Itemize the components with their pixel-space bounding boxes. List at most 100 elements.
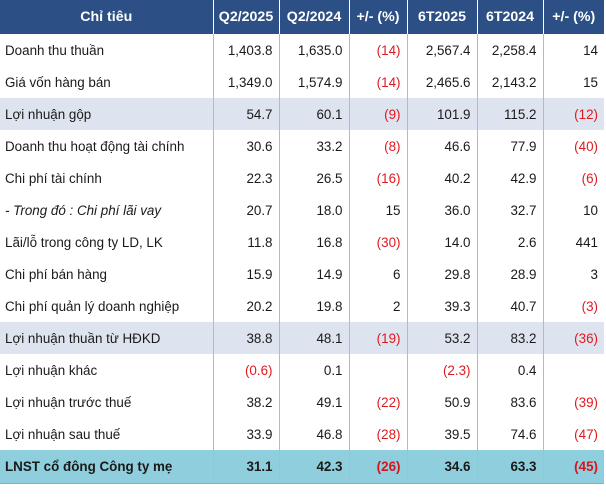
table-row: Chi phí quản lý doanh nghiệp 20.2 19.8 2 39.…: [0, 290, 604, 322]
cell-6t2025: 53.2: [407, 322, 478, 354]
table-row: Lãi/lỗ trong công ty LD, LK 11.8 16.8 (30) 1…: [0, 226, 604, 258]
cell-q-change-pct: 15: [349, 194, 408, 226]
row-label: Lợi nhuận gộp: [0, 98, 214, 130]
cell-6t2025: 46.6: [407, 130, 478, 162]
cell-6t2025: 39.5: [407, 418, 478, 450]
cell-q2-2025: 30.6: [213, 130, 280, 162]
header-q2-2025: Q2/2025: [213, 0, 280, 34]
cell-q2-2024: 49.1: [279, 386, 350, 418]
cell-6t-change-pct: (3): [581, 298, 598, 314]
row-label: Doanh thu hoạt động tài chính: [0, 130, 214, 162]
cell-6t2025: 40.2: [407, 162, 478, 194]
cell-q2-2024: 26.5: [279, 162, 350, 194]
cell-q-change-pct: [349, 354, 408, 386]
cell-q2-2025: 38.8: [213, 322, 280, 354]
cell-q2-2025: 20.7: [213, 194, 280, 226]
cell-6t2024: 77.9: [477, 130, 544, 162]
cell-q2-2024: 1,635.0: [279, 34, 350, 66]
cell-q-change-pct: 6: [349, 258, 408, 290]
cell-6t2025: 14.0: [407, 226, 478, 258]
cell-q2-2024: 42.3: [279, 450, 350, 483]
table-row: Chi phí tài chính 22.3 26.5 (16) 40.2 42.9 (6): [0, 162, 604, 194]
cell-q2-2025: 15.9: [213, 258, 280, 290]
table-row: Doanh thu hoạt động tài chính 30.6 33.2 (8)…: [0, 130, 604, 162]
cell-q-change-pct: 2: [349, 290, 408, 322]
table-row: Lợi nhuận thuần từ HĐKD 38.8 48.1 (19) 53.2 8…: [0, 322, 604, 354]
row-label: Chi phí quản lý doanh nghiệp: [0, 290, 214, 322]
cell-q2-2024: 46.8: [279, 418, 350, 450]
cell-q2-2025: (0.6): [213, 354, 280, 386]
row-label: Giá vốn hàng bán: [0, 66, 214, 98]
cell-6t-change-pct: 441: [575, 234, 598, 250]
cell-6t2024: 32.7: [477, 194, 544, 226]
cell-q-change-pct: (30): [349, 226, 408, 258]
row-label: Lãi/lỗ trong công ty LD, LK: [0, 226, 214, 258]
cell-q2-2025: 31.1: [213, 450, 280, 483]
cell-q2-2025: 20.2: [213, 290, 280, 322]
header-6t-change-pct: +/- (%): [543, 0, 604, 34]
cell-6t-change-pct: (6): [581, 170, 598, 186]
cell-q2-2025: 1,349.0: [213, 66, 280, 98]
cell-q2-2025: 54.7: [213, 98, 280, 130]
cell-6t2025: 29.8: [407, 258, 478, 290]
cell-q-change-pct: (28): [349, 418, 408, 450]
table-row: - Trong đó : Chi phí lãi vay 20.7 18.0 15 36…: [0, 194, 604, 226]
cell-6t2025: 2,465.6: [407, 66, 478, 98]
cell-q2-2025: 22.3: [213, 162, 280, 194]
cell-q2-2024: 33.2: [279, 130, 350, 162]
cell-q2-2025: 33.9: [213, 418, 280, 450]
row-label: Lợi nhuận trước thuế: [0, 386, 214, 418]
row-label: Doanh thu thuần: [0, 34, 214, 66]
cell-q-change-pct: (9): [349, 98, 408, 130]
cell-q2-2025: 11.8: [213, 226, 280, 258]
table-row: Lợi nhuận trước thuế 38.2 49.1 (22) 50.9 83.6…: [0, 386, 604, 418]
cell-q2-2024: 19.8: [279, 290, 350, 322]
cell-q-change-pct: (8): [349, 130, 408, 162]
cell-q2-2024: 14.9: [279, 258, 350, 290]
table-row: Lợi nhuận khác (0.6) 0.1 (2.3) 0.4: [0, 354, 604, 386]
cell-q2-2024: 18.0: [279, 194, 350, 226]
cell-q2-2024: 48.1: [279, 322, 350, 354]
cell-q-change-pct: (22): [349, 386, 408, 418]
table-header-row: Chỉ tiêu Q2/2025 Q2/2024 +/- (%) 6T2025 …: [0, 0, 604, 34]
cell-6t2024: 2.6: [477, 226, 544, 258]
cell-6t2024: 28.9: [477, 258, 544, 290]
row-label: Chi phí bán hàng: [0, 258, 214, 290]
cell-6t2025: 36.0: [407, 194, 478, 226]
cell-6t-change-pct: (47): [574, 426, 598, 442]
cell-q2-2024: 1,574.9: [279, 66, 350, 98]
financial-summary-table: Chỉ tiêu Q2/2025 Q2/2024 +/- (%) 6T2025 …: [0, 0, 604, 483]
cell-q2-2024: 60.1: [279, 98, 350, 130]
cell-6t-change-pct: (40): [574, 138, 598, 154]
header-6t2024: 6T2024: [477, 0, 544, 34]
cell-6t2024: 0.4: [477, 354, 544, 386]
row-label: Chi phí tài chính: [0, 162, 214, 194]
table-row: LNST cổ đông Công ty mẹ 31.1 42.3 (26) 34.6 6…: [0, 450, 604, 483]
header-q2-2024: Q2/2024: [279, 0, 350, 34]
table-row: Chi phí bán hàng 15.9 14.9 6 29.8 28.9 3: [0, 258, 604, 290]
cell-q-change-pct: (19): [349, 322, 408, 354]
header-6t2025: 6T2025: [407, 0, 478, 34]
cell-q2-2024: 0.1: [279, 354, 350, 386]
row-label: LNST cổ đông Công ty mẹ: [0, 450, 214, 483]
cell-6t2024: 2,258.4: [477, 34, 544, 66]
cell-6t2024: 2,143.2: [477, 66, 544, 98]
cell-6t-change-pct: 15: [583, 74, 598, 90]
cell-6t2024: 42.9: [477, 162, 544, 194]
cell-6t-change-pct: 3: [590, 266, 598, 282]
cell-6t-change-pct: 10: [583, 202, 598, 218]
cell-6t-change-pct: 14: [583, 42, 598, 58]
cell-6t-change-pct: (45): [543, 450, 604, 483]
table-row: Giá vốn hàng bán 1,349.0 1,574.9 (14) 2,465.…: [0, 66, 604, 98]
cell-6t2025: 101.9: [407, 98, 478, 130]
cell-q-change-pct: (14): [349, 34, 408, 66]
cell-6t2024: 83.6: [477, 386, 544, 418]
cell-6t2024: 63.3: [477, 450, 544, 483]
cell-6t2025: 2,567.4: [407, 34, 478, 66]
financial-summary-table-wrap: Chỉ tiêu Q2/2025 Q2/2024 +/- (%) 6T2025 …: [0, 0, 604, 484]
cell-6t-change-pct: (12): [543, 98, 604, 130]
cell-6t2025: 34.6: [407, 450, 478, 483]
table-row: Doanh thu thuần 1,403.8 1,635.0 (14) 2,567.4…: [0, 34, 604, 66]
table-row: Lợi nhuận gộp 54.7 60.1 (9) 101.9 115.2 (12): [0, 98, 604, 130]
cell-q2-2024: 16.8: [279, 226, 350, 258]
